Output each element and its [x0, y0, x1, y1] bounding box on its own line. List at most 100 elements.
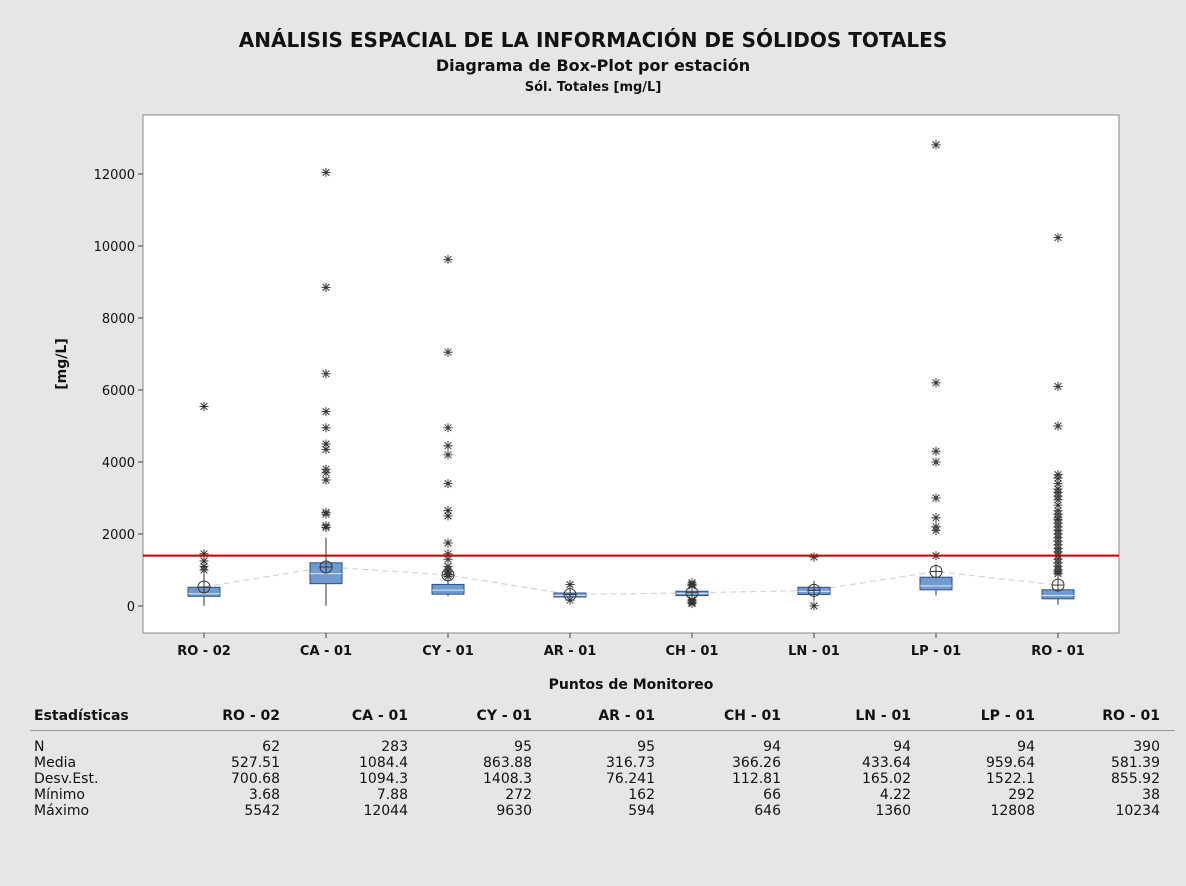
outlier-stroke — [932, 514, 940, 522]
stats-cell: 165.02 — [862, 771, 911, 787]
outlier-point — [321, 507, 331, 517]
mean-connect-line — [203, 566, 1059, 596]
stats-cell: 4.22 — [879, 787, 911, 803]
outlier-stroke — [688, 596, 696, 604]
stats-cell: 10234 — [1115, 803, 1160, 819]
outlier-stroke — [322, 370, 330, 378]
x-tick-label: LN - 01 — [788, 644, 840, 659]
stats-row-label: Máximo — [34, 803, 90, 819]
chart-title: ANÁLISIS ESPACIAL DE LA INFORMACIÓN DE S… — [238, 28, 948, 52]
stats-cell: 272 — [505, 787, 532, 803]
stats-cell: 94 — [1017, 739, 1035, 755]
stats-cell: 1094.3 — [359, 771, 408, 787]
stats-cell: 95 — [514, 739, 532, 755]
stats-cell: 76.241 — [606, 771, 655, 787]
box-ro-01 — [1041, 233, 1075, 605]
x-tick-label: RO - 02 — [177, 644, 231, 659]
x-tick-label: LP - 01 — [911, 644, 961, 659]
stats-cell: 1360 — [875, 803, 911, 819]
stats-row-label: N — [34, 739, 45, 755]
outlier-stroke — [1054, 470, 1062, 479]
outlier-point — [199, 561, 209, 571]
stats-header-row: Estadísticas RO - 02 CA - 01 CY - 01 AR - 01… — [30, 706, 1175, 731]
outlier-stroke — [1054, 382, 1062, 391]
outlier-point — [443, 441, 453, 451]
outlier-point — [443, 347, 453, 357]
outlier-stroke — [444, 562, 452, 571]
outlier-stroke — [1054, 506, 1062, 515]
stats-cell: 5542 — [244, 803, 280, 819]
outlier-point — [1053, 381, 1063, 391]
outlier-stroke — [322, 445, 330, 454]
outlier-point — [443, 506, 453, 516]
outlier-stroke — [322, 521, 330, 530]
outlier-point — [199, 549, 209, 559]
stats-cell: 95 — [637, 739, 655, 755]
stats-cell: 1084.4 — [359, 755, 408, 771]
stats-cell: 292 — [1008, 787, 1035, 803]
outlier-stroke — [932, 379, 940, 387]
stats-cell: AR - 01 — [598, 708, 655, 724]
outlier-stroke — [444, 555, 452, 563]
stats-cell: 162 — [628, 787, 655, 803]
variable-label: Sól. Totales [mg/L] — [524, 80, 662, 95]
stats-row: Media 527.51 1084.4 863.88 316.73 366.26 433.6… — [30, 753, 1175, 771]
outlier-stroke — [932, 141, 940, 149]
outlier-point — [321, 369, 331, 379]
stats-cell: 646 — [754, 803, 781, 819]
iqr-box — [919, 576, 953, 591]
outlier-point — [565, 580, 575, 590]
stats-cell: 283 — [381, 739, 408, 755]
stats-cell: RO - 02 — [222, 708, 280, 724]
y-tick-label: 12000 — [94, 168, 135, 183]
stats-cell: 700.68 — [231, 771, 280, 787]
y-tick-label: 8000 — [102, 312, 135, 327]
iqr-box — [431, 583, 465, 595]
stats-cell: RO - 01 — [1102, 708, 1160, 724]
stats-cell: 594 — [628, 803, 655, 819]
y-axis-label: [mg/L] — [54, 338, 70, 389]
outlier-stroke — [566, 580, 574, 589]
y-tick-label: 6000 — [102, 384, 135, 399]
stats-cell: 366.26 — [732, 755, 781, 771]
boxplot-chart: 0 2000 4000 6000 8000 10000 12000 [mg/L] RO - 02… — [54, 114, 1120, 693]
outlier-stroke — [810, 602, 818, 610]
stats-cell: 7.88 — [376, 787, 408, 803]
outlier-stroke — [932, 458, 940, 466]
stats-cell: 38 — [1142, 787, 1160, 803]
outlier-point — [931, 446, 941, 456]
outlier-stroke — [444, 506, 452, 515]
y-tick-label: 0 — [127, 600, 135, 615]
stats-cell: LP - 01 — [980, 708, 1035, 724]
stats-row: Mínimo 3.68 7.88 272 162 66 4.22 292 38 — [30, 785, 1175, 803]
stats-row-label: Desv.Est. — [34, 771, 99, 787]
outlier-stroke — [322, 508, 330, 517]
outlier-point — [443, 549, 453, 559]
box-lp-01 — [919, 140, 953, 596]
outlier-point — [443, 538, 453, 548]
outlier-stroke — [322, 168, 330, 177]
box-ch-01 — [675, 578, 709, 609]
x-tick-label: AR - 01 — [544, 644, 597, 659]
outlier-point — [321, 475, 331, 485]
outlier-point — [321, 167, 331, 177]
outlier-stroke — [444, 451, 452, 459]
stats-row-label: Mínimo — [34, 787, 85, 803]
outlier-stroke — [1054, 479, 1062, 488]
stats-cell: 94 — [893, 739, 911, 755]
x-tick-label: CH - 01 — [666, 644, 719, 659]
outlier-stroke — [444, 539, 452, 547]
outlier-stroke — [1054, 501, 1062, 509]
stats-cell: CY - 01 — [476, 708, 532, 724]
outlier-point — [1053, 421, 1063, 431]
outlier-stroke — [932, 447, 940, 455]
x-tick-label: RO - 01 — [1031, 644, 1085, 659]
x-tick-label: CA - 01 — [300, 644, 352, 659]
stats-cell: CH - 01 — [723, 708, 781, 724]
outlier-stroke — [1054, 233, 1062, 242]
stats-row: N 62 283 95 95 94 94 94 390 — [30, 737, 1175, 755]
outlier-point — [931, 457, 941, 467]
outlier-stroke — [932, 494, 940, 502]
outlier-stroke — [322, 424, 330, 432]
outlier-point — [321, 464, 331, 474]
